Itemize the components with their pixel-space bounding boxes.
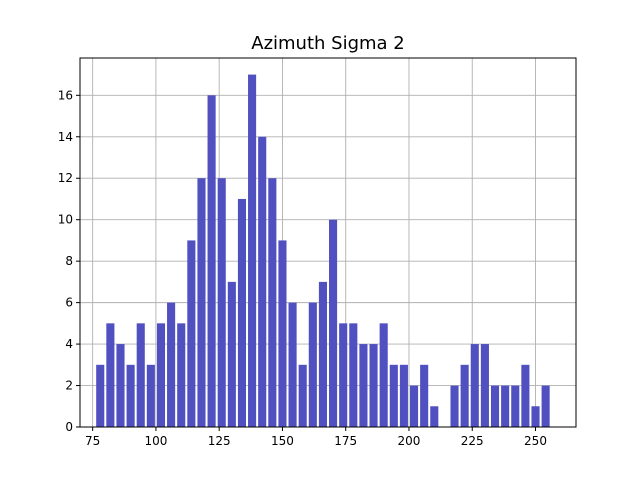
histogram-bar (369, 344, 378, 427)
histogram-bar (450, 385, 459, 427)
histogram-bar (511, 385, 520, 427)
x-tick-label: 75 (85, 434, 100, 448)
histogram-bar (359, 344, 368, 427)
histogram-bar (430, 406, 439, 427)
histogram-bar (460, 364, 469, 427)
histogram-bar (399, 364, 408, 427)
histogram-bar (420, 364, 429, 427)
histogram-bar (96, 364, 105, 427)
x-tick-label: 125 (208, 434, 231, 448)
y-tick-label: 16 (58, 88, 73, 102)
histogram-bar (227, 281, 236, 427)
y-tick-label: 4 (65, 337, 73, 351)
histogram-bar (490, 385, 500, 427)
ticks-layer: 75 100 125 150 175 200 225 250 0 2 4 6 8 10 12 14 16 (58, 88, 547, 448)
y-tick-label: 2 (65, 379, 73, 393)
histogram-bar (106, 323, 115, 427)
histogram-bar (339, 323, 348, 427)
histogram-bar (318, 281, 327, 427)
histogram-bar (146, 364, 155, 427)
histogram-bar (409, 385, 419, 427)
y-tick-label: 6 (65, 296, 73, 310)
histogram-bar (197, 178, 206, 427)
histogram-bar (389, 364, 398, 427)
bars-layer (96, 74, 550, 428)
histogram-bar (136, 323, 145, 427)
y-tick-label: 14 (58, 130, 73, 144)
chart-title: Azimuth Sigma 2 (251, 33, 404, 54)
histogram-bar (207, 95, 216, 427)
histogram-bar (177, 323, 186, 427)
histogram-bar (308, 302, 317, 427)
histogram-bar (248, 74, 257, 428)
x-tick-label: 150 (271, 434, 294, 448)
x-tick-label: 225 (461, 434, 484, 448)
histogram-bar (187, 240, 196, 427)
histogram-bar (298, 364, 307, 427)
histogram-bar (349, 323, 358, 427)
histogram-bar (126, 364, 135, 427)
histogram-bar (480, 344, 489, 427)
x-tick-label: 250 (524, 434, 547, 448)
x-tick-label: 175 (334, 434, 357, 448)
x-tick-label: 100 (144, 434, 167, 448)
histogram-bar (541, 385, 550, 427)
histogram-bar (379, 323, 388, 427)
axes-frame (79, 57, 577, 428)
histogram-bar (116, 344, 125, 427)
histogram-bar (167, 302, 176, 427)
y-tick-label: 8 (65, 254, 73, 268)
histogram-bar (531, 406, 540, 427)
histogram-bar (278, 240, 287, 427)
histogram-bar (288, 302, 297, 427)
histogram-bar (501, 385, 510, 427)
x-tick-label: 200 (398, 434, 421, 448)
histogram-bar (237, 198, 247, 427)
histogram-bar (521, 364, 530, 427)
histogram-bar (156, 323, 166, 427)
histogram-bar (258, 136, 267, 428)
histogram-bar (329, 219, 338, 427)
y-tick-label: 0 (65, 420, 73, 434)
histogram-bar (470, 344, 479, 427)
y-tick-label: 10 (58, 213, 73, 227)
histogram-bar (268, 178, 277, 427)
histogram-bar (217, 178, 226, 427)
y-tick-label: 12 (58, 171, 73, 185)
